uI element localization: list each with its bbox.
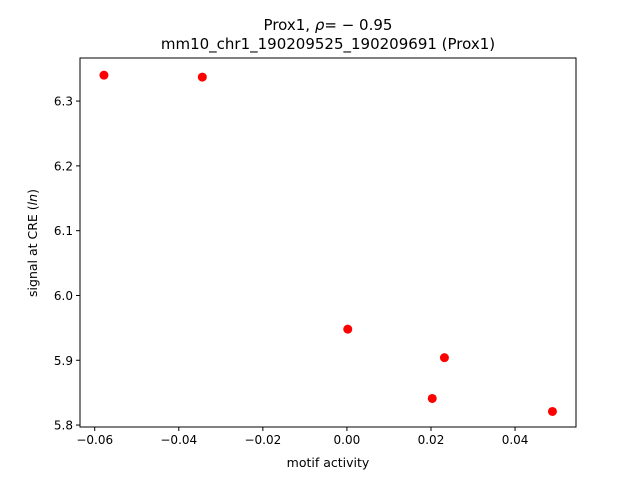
data-point	[547, 406, 557, 416]
x-axis-label: motif activity	[287, 455, 370, 470]
axes-frame	[79, 57, 577, 428]
plot-area: −0.06 −0.04 −0.02 0.00 0.02 0.04 5.8 5.9 6.0 6.1 6…	[54, 70, 557, 447]
chart-subtitle: mm10_chr1_190209525_190209691 (Prox1)	[161, 35, 495, 54]
data-point	[427, 393, 437, 403]
y-tick-label: 6.2	[54, 159, 73, 173]
y-tick-label: 6.3	[54, 95, 73, 109]
y-tick-label: 5.8	[54, 419, 73, 433]
data-point	[99, 70, 109, 80]
y-tick-label: 5.9	[54, 354, 73, 368]
x-tick-label: −0.06	[76, 433, 113, 447]
x-tick-label: 0.04	[502, 433, 529, 447]
data-point	[197, 72, 207, 82]
x-tick-label: −0.02	[244, 433, 281, 447]
data-point	[439, 353, 449, 363]
x-tick-label: 0.00	[334, 433, 361, 447]
data-point	[343, 324, 353, 334]
y-axis-label: signal at CRE (ln)	[25, 189, 40, 297]
y-tick-label: 6.0	[54, 289, 73, 303]
x-tick-label: −0.04	[160, 433, 197, 447]
chart-title: Prox1, ρ= − 0.95	[264, 16, 393, 34]
x-tick-label: 0.02	[418, 433, 445, 447]
y-tick-label: 6.1	[54, 224, 73, 238]
